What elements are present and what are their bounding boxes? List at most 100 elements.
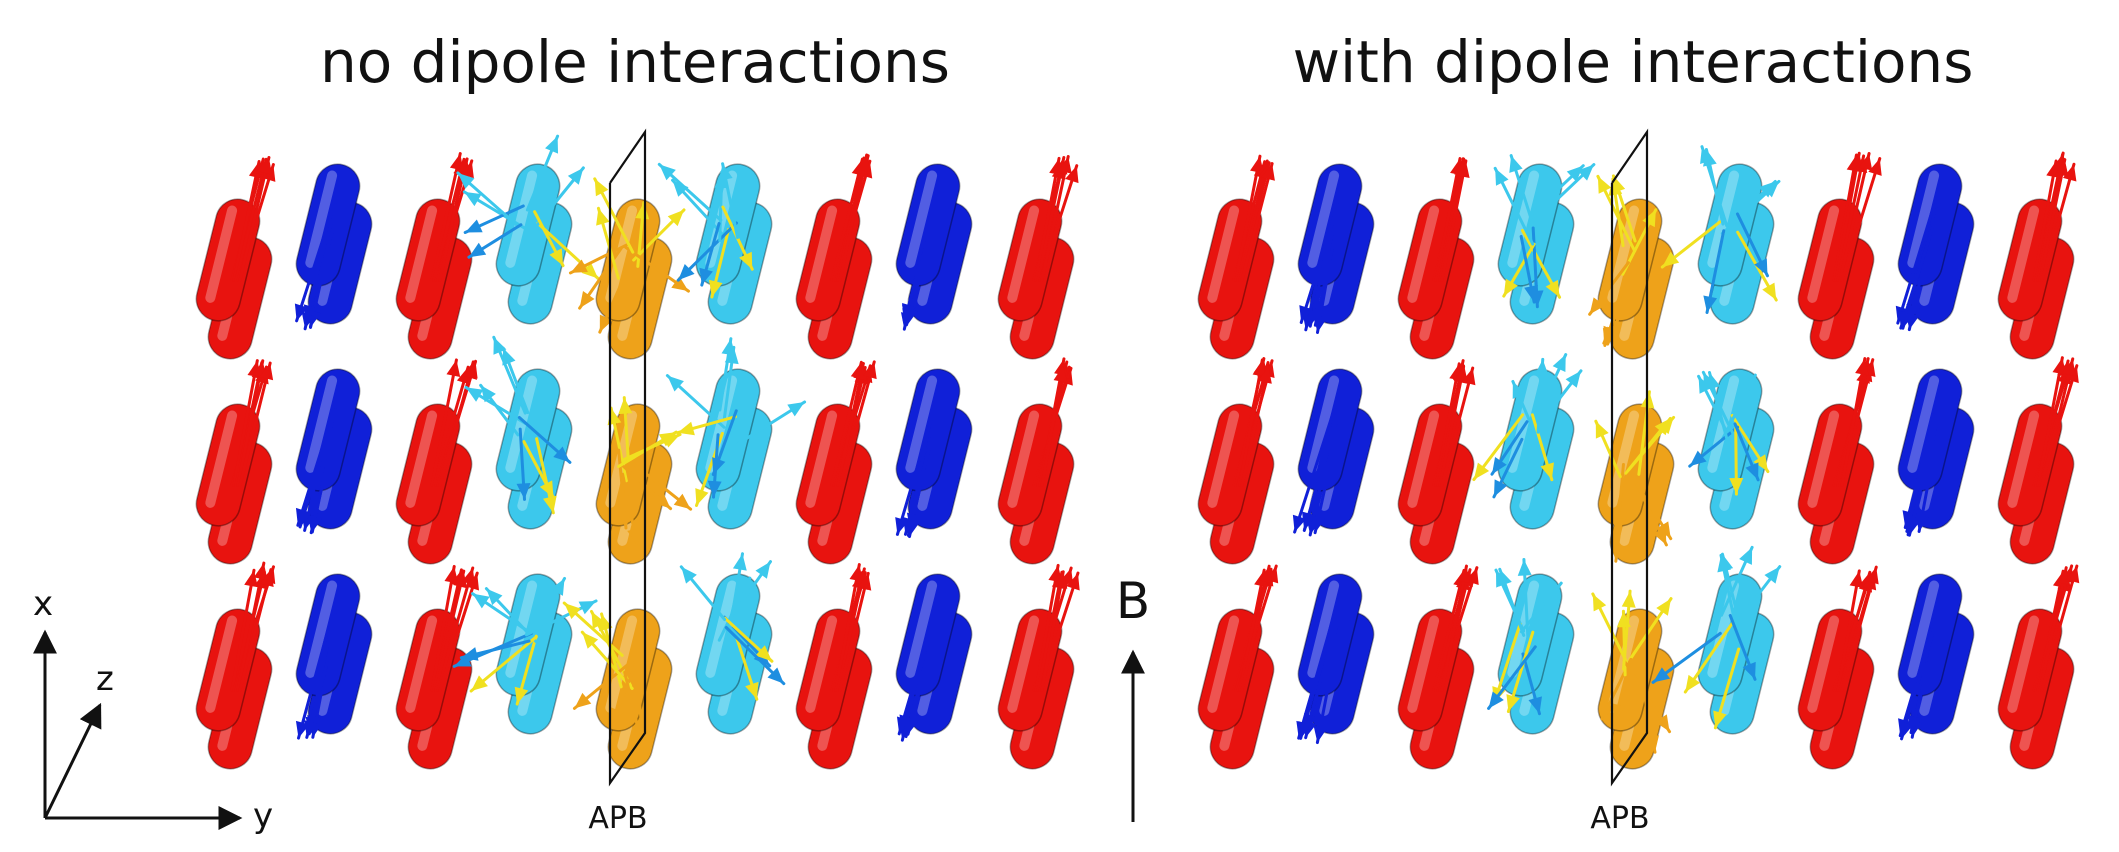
spin-arrow-3-2-2 — [1517, 558, 1532, 643]
spin-arrow-3-2-7 — [1487, 645, 1537, 710]
spin-arrow-1-0-2 — [1299, 203, 1340, 324]
spin-site-6-1 — [1797, 403, 1863, 527]
spin-arrow-3-1-1 — [1472, 413, 1525, 482]
spin-arrow-4-0-5 — [624, 245, 690, 293]
spin-arrow-0-0-1 — [232, 159, 263, 282]
spin-arrow-4-2-6 — [1621, 589, 1636, 671]
z-axis-label: z — [96, 659, 114, 699]
spin-arrow-5-2-3 — [1651, 631, 1722, 684]
spin-arrow-5-1-7 — [1733, 422, 1760, 482]
spin-arrow-3-1-7 — [517, 415, 572, 464]
spin-arrow-4-1-6 — [1594, 419, 1622, 479]
spin-arrow-5-1-2 — [1720, 373, 1757, 441]
spin-arrow-5-0-3 — [1735, 212, 1769, 278]
spin-arrow-8-1-4 — [1040, 364, 1068, 487]
spin-arrow-2-2-4 — [438, 571, 480, 692]
spin-arrow-3-0-6 — [1493, 166, 1535, 246]
spin-arrow-7-2-4 — [1908, 613, 1944, 735]
spin-arrow-6-2-2 — [1836, 569, 1864, 692]
spin-arrow-4-0-6 — [593, 177, 635, 254]
spin-site-0-2 — [1197, 608, 1263, 732]
spin-arrow-8-1-4 — [2040, 357, 2076, 487]
spin-arrow-4-1-2 — [618, 396, 633, 460]
spin-arrow-3-2-5 — [1506, 630, 1535, 714]
spin-arrow-5-2-1 — [735, 637, 759, 701]
spin-arrow-3-1-0 — [1536, 353, 1568, 416]
spin-arrow-5-2-7 — [1728, 613, 1757, 681]
spin-lattice-with-dipole — [1197, 145, 2080, 770]
spin-arrow-3-0-3 — [463, 204, 525, 234]
spin-arrow-5-2-1 — [1713, 647, 1741, 730]
spin-arrow-3-2-1 — [514, 634, 538, 706]
spin-arrow-6-0-3 — [1838, 152, 1873, 282]
spin-arrow-5-0-2 — [1725, 179, 1777, 228]
spin-arrow-3-0-6 — [456, 171, 520, 228]
apb-label-no-dipole: APB — [588, 801, 647, 836]
spin-arrow-7-0-4 — [1906, 203, 1944, 323]
spin-arrow-5-1-5 — [676, 415, 737, 436]
spin-arrow-3-0-2 — [525, 134, 560, 212]
spin-arrow-5-2-6 — [679, 565, 727, 622]
spin-arrow-1-2-3 — [1303, 613, 1342, 733]
spin-arrow-3-0-4 — [1532, 163, 1596, 223]
spin-arrow-5-2-2 — [730, 560, 772, 618]
spin-arrow-3-0-0 — [1529, 164, 1585, 217]
panel-title-no-dipole: no dipole interactions — [320, 28, 950, 96]
spin-arrow-5-0-2 — [657, 162, 723, 222]
spin-arrow-4-0-0 — [632, 208, 686, 262]
spin-arrow-3-1-6 — [1534, 357, 1549, 434]
spin-arrow-5-1-4 — [665, 374, 726, 429]
panel-no-dipole: no dipole interactions APB — [195, 28, 1080, 836]
coordinate-axes: x y z — [33, 584, 273, 836]
spin-arrow-0-1-4 — [238, 361, 274, 487]
spin-arrow-6-1-3 — [836, 361, 867, 487]
spin-arrow-3-1-2 — [1534, 369, 1583, 431]
spin-arrow-4-2-2 — [1628, 597, 1673, 662]
spin-arrow-5-0-5 — [1660, 220, 1722, 269]
spin-arrow-0-2-3 — [236, 561, 268, 692]
spin-arrow-3-1-5 — [535, 437, 557, 515]
spin-arrow-4-1-7 — [621, 472, 641, 547]
spin-arrow-6-1-4 — [1840, 357, 1869, 487]
spin-arrow-5-2-2 — [1733, 565, 1782, 626]
spin-arrow-6-1-4 — [838, 360, 877, 487]
spin-arrow-5-2-4 — [1719, 545, 1754, 617]
spin-arrow-0-2-0 — [230, 568, 258, 692]
spin-arrow-6-2-4 — [838, 571, 872, 692]
spin-arrow-4-1-6 — [617, 430, 678, 468]
panel-with-dipole: with dipole interactions APB — [1197, 28, 2080, 836]
spin-arrow-7-0-4 — [904, 203, 942, 327]
spin-arrow-4-0-3 — [578, 246, 623, 310]
spin-arrow-5-2-5 — [723, 616, 774, 663]
spin-arrow-1-1-4 — [308, 408, 342, 535]
spin-arrow-5-0-6 — [718, 162, 740, 240]
spin-arrow-6-0-2 — [1836, 154, 1868, 282]
spin-arrow-3-0-2 — [1509, 154, 1538, 236]
spin-arrow-3-2-5 — [469, 635, 538, 693]
spin-arrow-5-1-6 — [1706, 370, 1731, 447]
spin-arrow-0-0-4 — [1240, 162, 1275, 282]
spin-arrow-4-2-3 — [609, 659, 639, 727]
spin-arrow-1-0-4 — [1311, 203, 1344, 327]
spin-arrow-8-2-4 — [2040, 564, 2080, 692]
spin-arrow-6-2-4 — [1840, 565, 1879, 692]
spin-arrow-3-0-7 — [1519, 234, 1538, 304]
spin-arrow-0-0-4 — [238, 155, 273, 282]
spin-arrow-7-1-4 — [1915, 408, 1944, 534]
spin-arrow-2-2-2 — [434, 569, 467, 692]
spin-arrow-3-2-3 — [1521, 652, 1542, 716]
spin-site-3-0 — [495, 163, 561, 287]
spin-arrow-8-0-4 — [2040, 162, 2077, 282]
spin-arrow-5-0-7 — [1703, 229, 1726, 315]
spin-arrow-3-1-3 — [1492, 437, 1524, 499]
spin-arrow-6-0-4 — [1840, 157, 1882, 282]
spin-arrow-3-1-6 — [492, 335, 527, 415]
apb-plane-no-dipole — [608, 128, 647, 787]
spin-arrow-1-1-0 — [1292, 408, 1336, 534]
spin-arrow-4-2-0 — [1591, 592, 1628, 664]
spin-arrow-2-0-4 — [1440, 159, 1470, 282]
spin-lattice-no-dipole — [195, 134, 1080, 770]
spin-arrow-4-2-1 — [1612, 659, 1632, 723]
spin-arrow-3-0-5 — [533, 210, 565, 268]
spin-site-8-1 — [997, 403, 1063, 527]
